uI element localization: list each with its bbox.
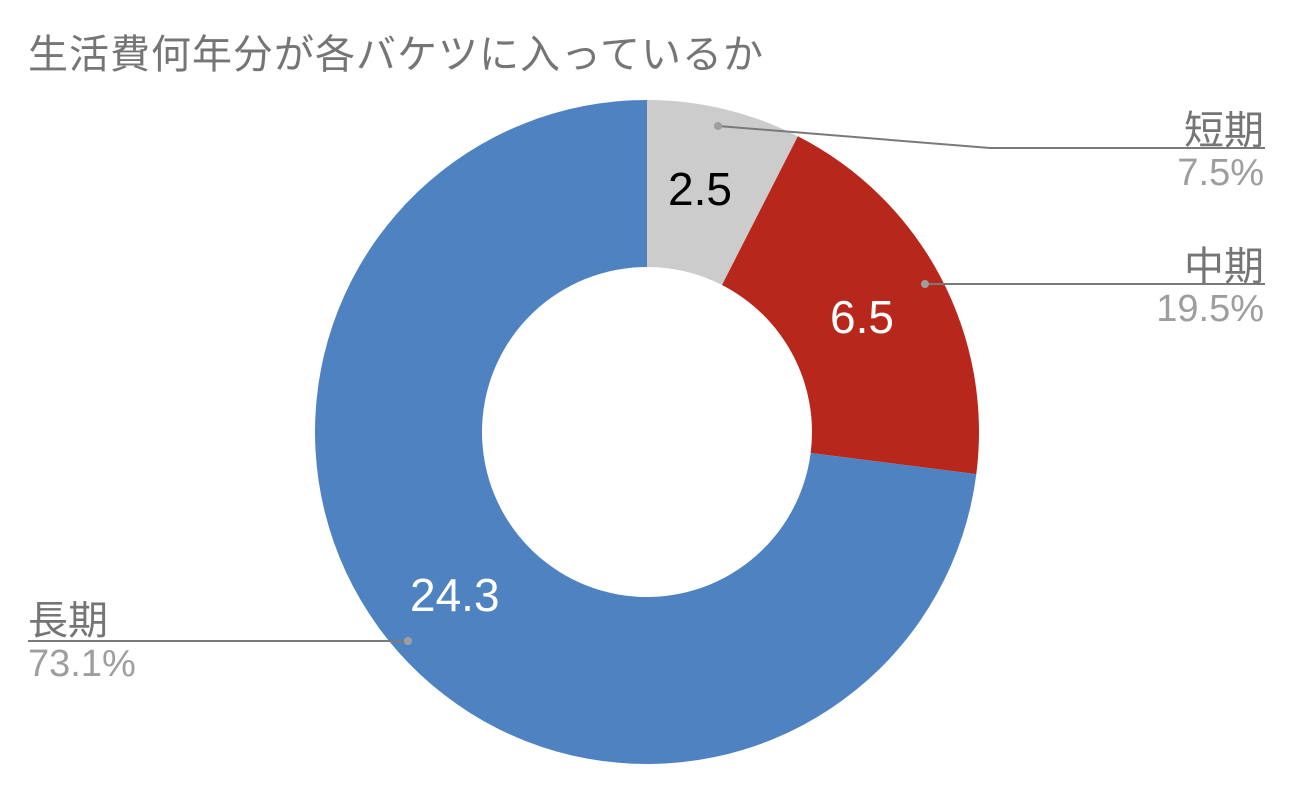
donut-slice-0 — [647, 100, 798, 286]
leader-line — [717, 125, 1265, 149]
leader-dot — [404, 637, 412, 645]
donut-slice-2 — [314, 100, 977, 764]
leader-dot — [714, 122, 722, 130]
chart-title: 生活費何年分が各バケツに入っているか — [28, 32, 764, 78]
legend-label-mid: 中期 — [1184, 244, 1264, 290]
value-label-long: 24.3 — [410, 569, 500, 621]
value-label-short: 2.5 — [668, 163, 732, 215]
donut-slice-1 — [721, 136, 979, 475]
legend-label-short: 短期 — [1184, 108, 1264, 154]
legend-pct-mid: 19.5% — [1156, 288, 1264, 330]
legend-label-long: 長期 — [28, 598, 108, 644]
legend-pct-long: 73.1% — [28, 643, 136, 685]
leader-dot — [921, 280, 929, 288]
legend-pct-short: 7.5% — [1177, 152, 1264, 194]
value-label-mid: 6.5 — [830, 291, 894, 343]
